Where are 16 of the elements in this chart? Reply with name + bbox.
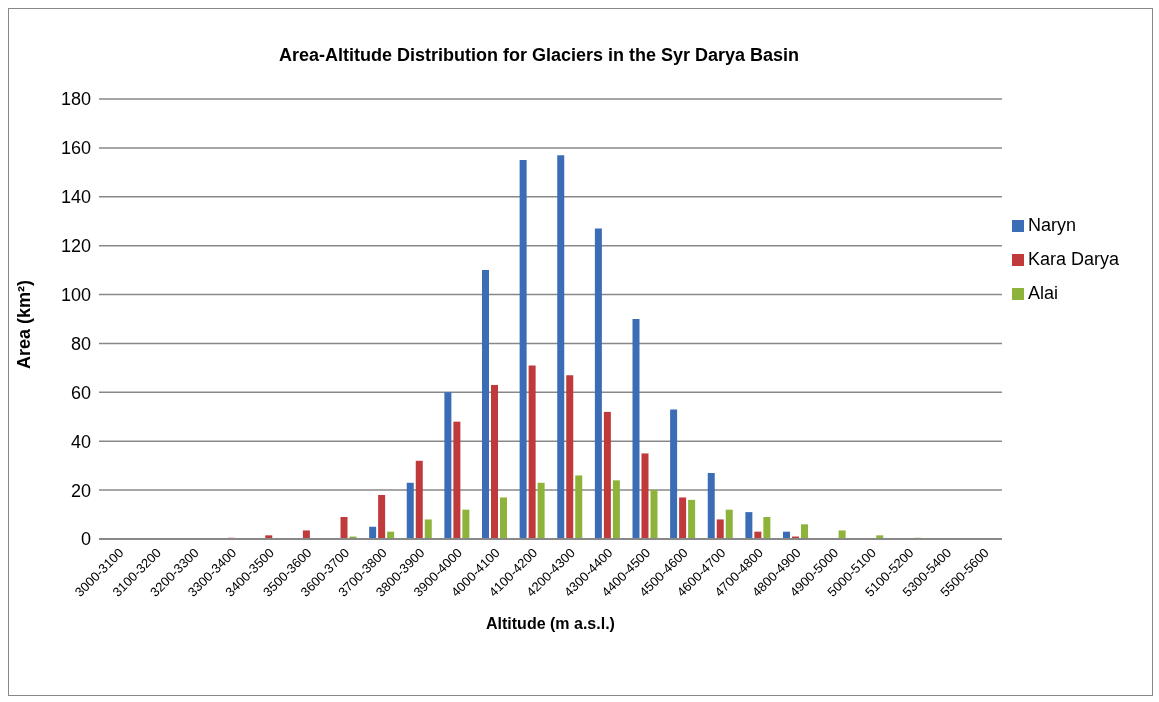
y-tick-label: 0 [80, 529, 91, 550]
legend-label: Kara Darya [1027, 249, 1119, 269]
y-tick-label: 120 [60, 236, 91, 257]
chart-title: Area-Altitude Distribution for Glaciers in the Syr Darya Basin [277, 45, 801, 66]
legend-label: Alai [1027, 283, 1058, 303]
y-tick-label: 180 [60, 89, 91, 110]
y-axis-title: Area (km²) [14, 279, 35, 369]
y-tick-label: 100 [60, 284, 91, 305]
y-tick-label: 140 [60, 187, 91, 208]
y-tick-label: 80 [70, 333, 91, 354]
y-tick-label: 40 [70, 431, 91, 452]
y-tick-label: 60 [70, 382, 91, 403]
x-axis-title: Altitude (m a.s.l.) [486, 615, 615, 632]
legend-label: Naryn [1027, 215, 1076, 235]
y-tick-label: 20 [70, 480, 91, 501]
y-tick-label: 160 [60, 138, 91, 159]
